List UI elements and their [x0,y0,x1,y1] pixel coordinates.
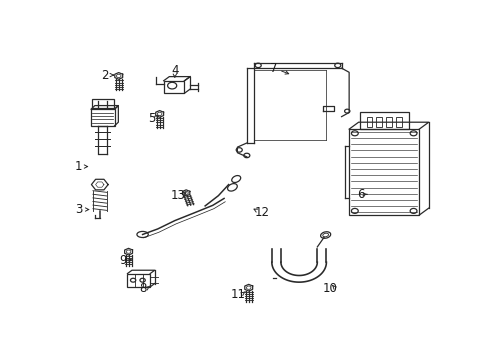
Text: 11: 11 [230,288,245,301]
Text: 7: 7 [269,62,277,75]
Bar [395,117,401,127]
Text: 1: 1 [74,160,82,173]
Bar [348,129,418,215]
Text: 8: 8 [139,282,146,295]
Bar [366,117,372,127]
Text: 6: 6 [356,188,364,201]
Text: 13: 13 [170,189,185,202]
Bar [163,81,184,93]
Bar [127,274,150,287]
Text: 4: 4 [171,64,178,77]
Bar [386,117,391,127]
Bar [92,99,114,108]
Text: 12: 12 [254,206,269,219]
Text: 5: 5 [147,112,155,125]
Bar [359,112,408,129]
Text: 2: 2 [101,68,108,82]
Text: 3: 3 [76,203,83,216]
Bar [376,117,382,127]
Text: 9: 9 [119,254,126,267]
Text: 10: 10 [322,282,337,295]
